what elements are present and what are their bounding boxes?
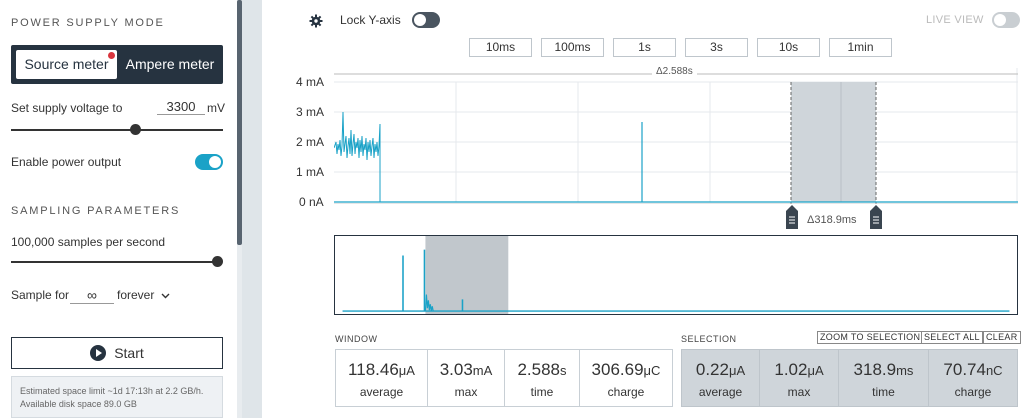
zoom-to-selection-button[interactable]: ZOOM TO SELECTION — [817, 331, 924, 344]
selection-time-stat: 318.9ms time — [838, 349, 929, 407]
samples-per-second-label: 100,000 samples per second — [11, 235, 166, 249]
selection-region — [791, 82, 876, 202]
panel-divider — [242, 0, 262, 418]
zoom-1s-button[interactable]: 1s — [613, 38, 676, 57]
selection-panel-title: SELECTION — [681, 334, 737, 344]
current-plot[interactable] — [334, 68, 1018, 204]
disk-space-info: Estimated space limit ~1d 17:13h at 2.2 … — [11, 376, 223, 418]
window-charge-stat: 306.69μC charge — [579, 349, 673, 407]
supply-voltage-unit: mV — [207, 101, 225, 115]
sample-duration-unit: forever — [117, 288, 155, 302]
ampere-meter-button[interactable]: Ampere meter — [125, 56, 215, 72]
start-button[interactable]: Start — [11, 337, 223, 369]
minimap[interactable] — [334, 235, 1018, 315]
start-label: Start — [114, 345, 144, 361]
window-time-stat: 2.588s time — [504, 349, 580, 407]
source-meter-button[interactable]: Source meter — [16, 50, 117, 79]
play-icon — [90, 345, 107, 361]
zoom-1min-button[interactable]: 1min — [829, 38, 892, 57]
lock-y-axis-toggle[interactable] — [412, 12, 440, 28]
selection-start-handle[interactable] — [786, 205, 798, 229]
y-tick-label: 1 mA — [296, 165, 325, 179]
live-view-label: LIVE VIEW — [926, 14, 984, 26]
sample-for-label: Sample for — [11, 288, 70, 302]
sidebar-scrollbar-thumb[interactable] — [237, 0, 242, 245]
window-delta-label: Δ2.588s — [652, 66, 697, 77]
enable-output-label: Enable power output — [11, 155, 122, 169]
selection-delta-label: Δ318.9ms — [807, 214, 857, 226]
zoom-3s-button[interactable]: 3s — [685, 38, 748, 57]
selection-average-stat: 0.22μA average — [681, 349, 760, 407]
clear-selection-button[interactable]: CLEAR — [983, 331, 1021, 344]
source-meter-label: Source meter — [24, 56, 109, 72]
y-tick-label: 0 nA — [299, 195, 324, 209]
enable-output-toggle[interactable] — [195, 154, 223, 170]
selection-charge-stat: 70.74nC charge — [928, 349, 1018, 407]
supply-voltage-input[interactable] — [157, 98, 205, 115]
supply-voltage-slider[interactable] — [11, 129, 223, 131]
window-max-stat: 3.03mA max — [427, 349, 505, 407]
chevron-down-icon — [161, 288, 170, 302]
sidebar: POWER SUPPLY MODE Source meter Ampere me… — [0, 0, 237, 418]
window-panel-title: WINDOW — [335, 334, 378, 344]
mode-selector: Source meter Ampere meter — [11, 45, 223, 84]
y-tick-label: 2 mA — [296, 135, 325, 149]
lock-y-axis-label: Lock Y-axis — [340, 13, 401, 27]
y-tick-label: 4 mA — [296, 75, 325, 89]
zoom-100ms-button[interactable]: 100ms — [541, 38, 604, 57]
window-average-stat: 118.46μA average — [335, 349, 428, 407]
sample-rate-slider-handle[interactable] — [212, 256, 223, 267]
notification-dot — [108, 52, 115, 59]
sampling-title: SAMPLING PARAMETERS — [11, 205, 181, 217]
sample-duration-dropdown[interactable]: forever — [117, 288, 170, 302]
zoom-10ms-button[interactable]: 10ms — [469, 38, 532, 57]
supply-voltage-label: Set supply voltage to — [11, 101, 123, 115]
supply-voltage-slider-handle[interactable] — [130, 124, 141, 135]
gear-icon[interactable] — [309, 14, 323, 28]
minimap-window — [425, 236, 509, 314]
selection-max-stat: 1.02μA max — [759, 349, 839, 407]
select-all-button[interactable]: SELECT ALL — [921, 331, 983, 344]
sample-rate-slider[interactable] — [11, 261, 217, 263]
live-view-toggle[interactable] — [992, 12, 1020, 28]
zoom-10s-button[interactable]: 10s — [757, 38, 820, 57]
power-supply-title: POWER SUPPLY MODE — [11, 17, 165, 29]
selection-end-handle[interactable] — [870, 205, 882, 229]
sample-duration-input[interactable] — [70, 287, 114, 304]
y-tick-label: 3 mA — [296, 105, 325, 119]
